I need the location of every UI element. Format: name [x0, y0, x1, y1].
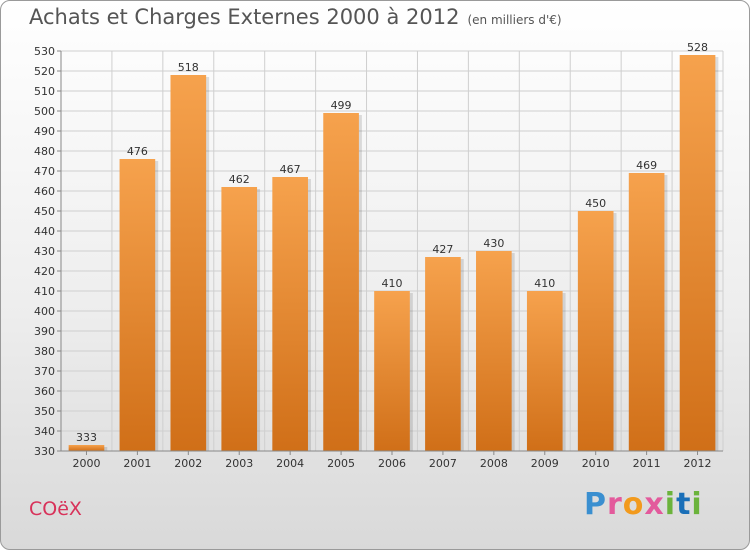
- logo-letter: o: [622, 487, 645, 522]
- bar: [476, 251, 512, 451]
- x-tick-label: 2006: [378, 457, 406, 470]
- x-tick-label: 2000: [72, 457, 100, 470]
- y-tick-label: 490: [34, 125, 55, 138]
- commune-name: COëX: [29, 498, 82, 520]
- logo-letter: i: [664, 487, 677, 522]
- bar: [272, 177, 308, 451]
- x-tick-label: 2001: [123, 457, 151, 470]
- bar: [221, 187, 258, 451]
- x-tick-label: 2009: [531, 457, 559, 470]
- logo-letter: r: [607, 487, 623, 522]
- y-axis: 330 340 350 360 370 380 390 400 410 420 430 440 450 4…: [34, 45, 62, 458]
- bar: [679, 55, 716, 451]
- y-tick-label: 330: [34, 445, 55, 458]
- data-label: 499: [331, 99, 352, 112]
- logo-letter: P: [584, 487, 607, 522]
- y-tick-label: 450: [34, 205, 55, 218]
- x-tick-label: 2010: [582, 457, 610, 470]
- bar: [425, 257, 461, 451]
- data-label: 410: [382, 277, 403, 290]
- data-label: 469: [636, 159, 657, 172]
- y-tick-label: 350: [34, 405, 55, 418]
- data-label: 518: [178, 61, 199, 74]
- y-tick-label: 410: [34, 285, 55, 298]
- data-label: 430: [483, 237, 504, 250]
- y-tick-label: 380: [34, 345, 55, 358]
- y-tick-label: 420: [34, 265, 55, 278]
- x-tick-label: 2004: [276, 457, 304, 470]
- logo-letter: x: [644, 487, 665, 522]
- y-tick-label: 340: [34, 425, 55, 438]
- chart-subtitle: (en milliers d'€): [467, 13, 562, 27]
- x-axis: 2000 2001 2002 2003 2004 2005 2006 2007 2008 2009…: [61, 450, 723, 470]
- bar-chart: 330 340 350 360 370 380 390 400 410 420 430 440 450 4…: [34, 41, 724, 470]
- data-label: 528: [687, 41, 708, 54]
- x-tick-label: 2011: [633, 457, 661, 470]
- chart-title-text: Achats et Charges Externes 2000 à 2012: [29, 5, 460, 29]
- y-tick-label: 430: [34, 245, 55, 258]
- logo-letter: i: [691, 487, 703, 522]
- data-label: 467: [280, 163, 301, 176]
- bar: [628, 173, 665, 451]
- bar: [526, 291, 563, 451]
- y-tick-label: 470: [34, 165, 55, 178]
- y-tick-label: 520: [34, 65, 55, 78]
- x-tick-label: 2008: [480, 457, 508, 470]
- x-tick-label: 2003: [225, 457, 253, 470]
- y-tick-label: 500: [34, 105, 55, 118]
- y-tick-label: 370: [34, 365, 55, 378]
- bar: [323, 113, 359, 451]
- bar: [68, 445, 105, 451]
- y-tick-label: 530: [34, 45, 55, 58]
- bar: [170, 75, 207, 451]
- y-tick-label: 400: [34, 305, 55, 318]
- logo-letter: t: [676, 487, 692, 522]
- y-tick-label: 360: [34, 385, 55, 398]
- data-label: 410: [534, 277, 555, 290]
- bar: [374, 291, 410, 451]
- x-tick-label: 2012: [684, 457, 712, 470]
- data-label: 462: [229, 173, 250, 186]
- data-label: 450: [585, 197, 606, 210]
- bar: [577, 211, 614, 451]
- bar: [119, 159, 156, 451]
- data-label: 333: [76, 431, 97, 444]
- bars: 333 476 518 462 467 499 410 427 430 410 450 469 528: [68, 41, 719, 451]
- x-tick-label: 2005: [327, 457, 355, 470]
- y-tick-label: 510: [34, 85, 55, 98]
- y-tick-label: 480: [34, 145, 55, 158]
- y-tick-label: 390: [34, 325, 55, 338]
- chart-title: Achats et Charges Externes 2000 à 2012 (e…: [29, 5, 562, 29]
- x-tick-label: 2002: [174, 457, 202, 470]
- data-label: 427: [432, 243, 453, 256]
- data-label: 476: [127, 145, 148, 158]
- proxiti-logo[interactable]: Proxiti: [584, 487, 703, 522]
- x-tick-label: 2007: [429, 457, 457, 470]
- y-tick-label: 460: [34, 185, 55, 198]
- y-tick-label: 440: [34, 225, 55, 238]
